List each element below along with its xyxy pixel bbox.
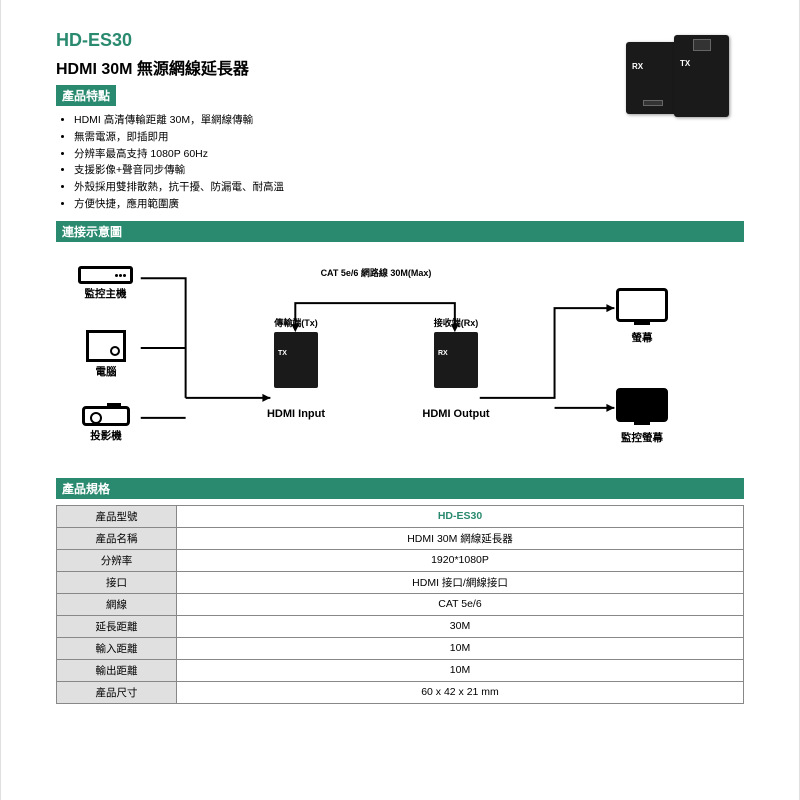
section-specs-header: 產品規格 [56, 478, 744, 499]
spec-value: 60 x 42 x 21 mm [177, 681, 744, 703]
node-screen: 螢幕 [616, 288, 668, 345]
label-rx: 接收端(Rx) [421, 316, 491, 329]
spec-label: 網線 [57, 593, 177, 615]
spec-label: 輸出距離 [57, 659, 177, 681]
label-projector: 投影機 [82, 428, 130, 443]
spec-value: HDMI 30M 網線延長器 [177, 527, 744, 549]
spec-label: 延長距離 [57, 615, 177, 637]
spec-row: 產品型號HD-ES30 [57, 505, 744, 527]
spec-value: 10M [177, 659, 744, 681]
feature-item: 方便快捷，應用範圍廣 [74, 196, 744, 213]
label-hdmi-input: HDMI Input [246, 408, 346, 420]
label-hdmi-output: HDMI Output [406, 408, 506, 420]
feature-list: HDMI 高清傳輸距離 30M，單網線傳輸 無需電源，即插即用 分辨率最高支持 … [74, 112, 744, 213]
label-monitor: 監控螢幕 [616, 430, 668, 445]
node-monitor: 監控螢幕 [616, 388, 668, 445]
node-projector: 投影機 [82, 406, 130, 443]
feature-item: 無需電源，即插即用 [74, 129, 744, 146]
spec-value: 30M [177, 615, 744, 637]
spec-row: 輸出距離10M [57, 659, 744, 681]
feature-item: 外殼採用雙排散熱，抗干擾、防漏電、耐高溫 [74, 179, 744, 196]
spec-label: 輸入距離 [57, 637, 177, 659]
spec-row: 產品尺寸60 x 42 x 21 mm [57, 681, 744, 703]
spec-value: 1920*1080P [177, 549, 744, 571]
node-tx-box: TX [274, 332, 318, 388]
product-photo: RX TX [626, 35, 729, 117]
feature-item: 分辨率最高支持 1080P 60Hz [74, 146, 744, 163]
feature-item: 支援影像+聲音同步傳輸 [74, 162, 744, 179]
label-screen: 螢幕 [616, 330, 668, 345]
node-rx-box: RX [434, 332, 478, 388]
spec-row: 輸入距離10M [57, 637, 744, 659]
label-cat-cable: CAT 5e/6 網路線 30M(Max) [306, 266, 446, 279]
connection-diagram: 監控主機 電腦 投影機 CAT 5e/6 網路線 30M(Max) 傳輸端(Tx… [56, 248, 744, 468]
spec-row: 延長距離30M [57, 615, 744, 637]
label-dvr: 監控主機 [78, 286, 133, 301]
label-tx: 傳輸端(Tx) [261, 316, 331, 329]
spec-label: 接口 [57, 571, 177, 593]
spec-label: 分辨率 [57, 549, 177, 571]
spec-row: 網線CAT 5e/6 [57, 593, 744, 615]
spec-value: HD-ES30 [177, 505, 744, 527]
spec-value: 10M [177, 637, 744, 659]
spec-row: 產品名稱HDMI 30M 網線延長器 [57, 527, 744, 549]
spec-table: 產品型號HD-ES30產品名稱HDMI 30M 網線延長器分辨率1920*108… [56, 505, 744, 704]
section-features-header: 產品特點 [56, 85, 116, 106]
spec-label: 產品尺寸 [57, 681, 177, 703]
section-diagram-header: 連接示意圖 [56, 221, 744, 242]
node-dvr: 監控主機 [78, 266, 133, 301]
spec-value: CAT 5e/6 [177, 593, 744, 615]
tx-box-tag: TX [278, 350, 287, 357]
rx-box-tag: RX [438, 350, 448, 357]
spec-row: 分辨率1920*1080P [57, 549, 744, 571]
spec-label: 產品型號 [57, 505, 177, 527]
spec-row: 接口HDMI 接口/網線接口 [57, 571, 744, 593]
spec-label: 產品名稱 [57, 527, 177, 549]
spec-value: HDMI 接口/網線接口 [177, 571, 744, 593]
label-pc: 電腦 [86, 364, 126, 379]
node-pc: 電腦 [86, 330, 126, 379]
